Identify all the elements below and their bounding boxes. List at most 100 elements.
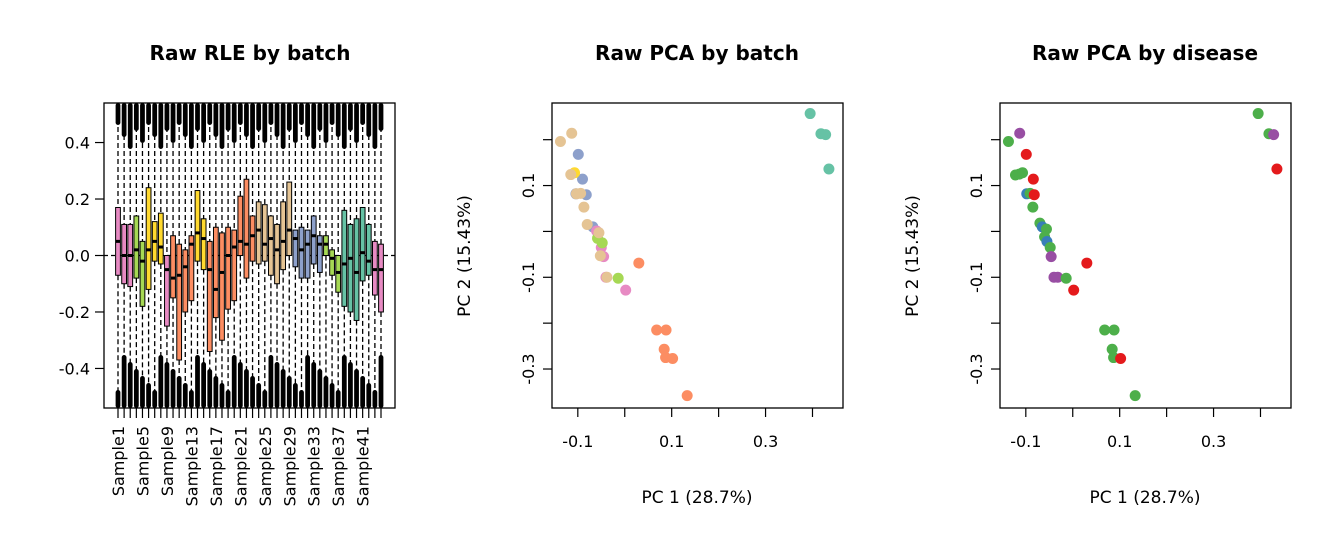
rle-outliers-lower — [207, 369, 213, 408]
rle-outliers-upper — [311, 103, 317, 149]
rle-box — [298, 226, 305, 279]
rle-outliers-lower — [250, 376, 255, 408]
rle-box — [133, 215, 140, 279]
rle-outliers-upper — [286, 103, 292, 131]
pca-point — [1027, 201, 1039, 213]
rle-outliers-upper — [299, 103, 304, 125]
rle-box — [164, 255, 170, 327]
rle-outliers-lower — [372, 390, 378, 408]
rle-box — [231, 229, 238, 302]
rle-box — [170, 235, 176, 299]
pca-point — [1252, 108, 1264, 120]
rle-outliers-upper — [262, 103, 268, 143]
rle-outliers-upper — [231, 103, 237, 143]
rle-outliers-lower — [146, 383, 151, 408]
pca-point — [660, 324, 672, 336]
pca-disease-xlabel: PC 1 (28.7%) — [1089, 488, 1200, 508]
rle-outliers-lower — [152, 390, 158, 408]
pca-point — [1099, 324, 1111, 336]
rle-outliers-lower — [115, 390, 121, 408]
rle-outliers-upper — [152, 103, 158, 137]
pca-point — [1129, 390, 1141, 402]
rle-outliers-upper — [323, 103, 329, 143]
rle-outliers-upper — [140, 103, 145, 143]
rle-outliers-upper — [256, 103, 262, 131]
rle-outliers-upper — [329, 103, 335, 125]
rle-outliers-lower — [274, 362, 280, 408]
rle-box — [378, 243, 384, 313]
rle-box — [176, 243, 183, 361]
rle-outliers-upper — [164, 103, 170, 131]
pca-point — [1017, 167, 1029, 179]
rle-outliers-lower — [237, 362, 243, 408]
rle-box — [310, 215, 317, 265]
pca-point — [1108, 324, 1120, 336]
rle-panel: Raw RLE by batch Sample1 Sample5 Sample9 Sa… — [59, 41, 396, 506]
pca-point — [1027, 173, 1039, 185]
pca-point — [566, 127, 578, 139]
pca-point — [651, 324, 663, 336]
pca-point — [1052, 271, 1064, 283]
rle-outliers-lower — [378, 355, 384, 408]
rle-outliers-upper — [317, 103, 323, 131]
pca-point — [1014, 127, 1026, 139]
rle-y-tick-label: 0.4 — [65, 134, 90, 153]
rle-box — [286, 181, 293, 257]
rle-outliers-upper — [268, 103, 274, 125]
pca-point — [667, 352, 679, 364]
rle-x-tick-label: Sample5 — [133, 426, 152, 496]
rle-outliers-upper — [201, 103, 207, 143]
rle-outliers-upper — [360, 103, 366, 125]
pca-point — [1002, 136, 1014, 148]
rle-outliers-lower — [292, 383, 298, 408]
rle-box — [341, 209, 348, 307]
rle-outliers-lower — [201, 362, 207, 408]
rle-box — [182, 249, 189, 313]
rle-box — [157, 212, 164, 265]
pca-point — [1081, 257, 1093, 269]
rle-box — [249, 215, 256, 262]
rle-outliers-lower — [176, 376, 182, 408]
rle-outliers-lower — [231, 355, 237, 408]
pca-y-tick-label: -0.1 — [519, 262, 538, 293]
rle-box — [316, 235, 323, 273]
pca-point — [1020, 148, 1032, 160]
pca-point — [593, 227, 605, 239]
pca-x-tick-label: 0.1 — [1107, 432, 1132, 451]
pca-point — [633, 257, 645, 269]
rle-outliers-lower — [133, 369, 139, 408]
pca-point — [578, 201, 590, 213]
pca-point — [1106, 343, 1118, 355]
pca-batch-ylabel: PC 2 (15.43%) — [455, 195, 475, 317]
rle-box — [212, 226, 219, 319]
pca-point — [594, 250, 606, 262]
rle-outliers-upper — [207, 103, 213, 125]
pca-batch-title: Raw PCA by batch — [595, 41, 799, 65]
pca-point — [1028, 189, 1040, 201]
pca-point — [577, 173, 589, 185]
rle-outliers-lower — [299, 390, 304, 408]
pca-point — [1068, 284, 1080, 296]
pca-batch-xlabel: PC 1 (28.7%) — [641, 488, 752, 508]
rle-box — [365, 223, 372, 276]
pca-y-tick-label: 0.1 — [967, 173, 986, 198]
rle-box — [145, 187, 152, 290]
rle-outliers-lower — [219, 383, 225, 408]
rle-x-tick-label: Sample37 — [329, 426, 348, 506]
pca-point — [1271, 163, 1283, 175]
rle-box — [139, 240, 146, 307]
rle-outliers-upper — [146, 103, 151, 125]
rle-outliers-lower — [268, 355, 274, 408]
rle-outliers-upper — [182, 103, 188, 137]
pca-point — [1268, 129, 1280, 141]
rle-outliers-upper — [225, 103, 231, 131]
pca-y-tick-label: -0.1 — [967, 262, 986, 293]
rle-box — [237, 195, 244, 256]
rle-title: Raw RLE by batch — [150, 41, 351, 65]
rle-outliers-upper — [127, 103, 133, 149]
rle-outliers-upper — [195, 103, 200, 131]
pca-point — [554, 136, 566, 148]
rle-box — [200, 218, 207, 271]
rle-x-tick-label: Sample25 — [256, 426, 275, 506]
